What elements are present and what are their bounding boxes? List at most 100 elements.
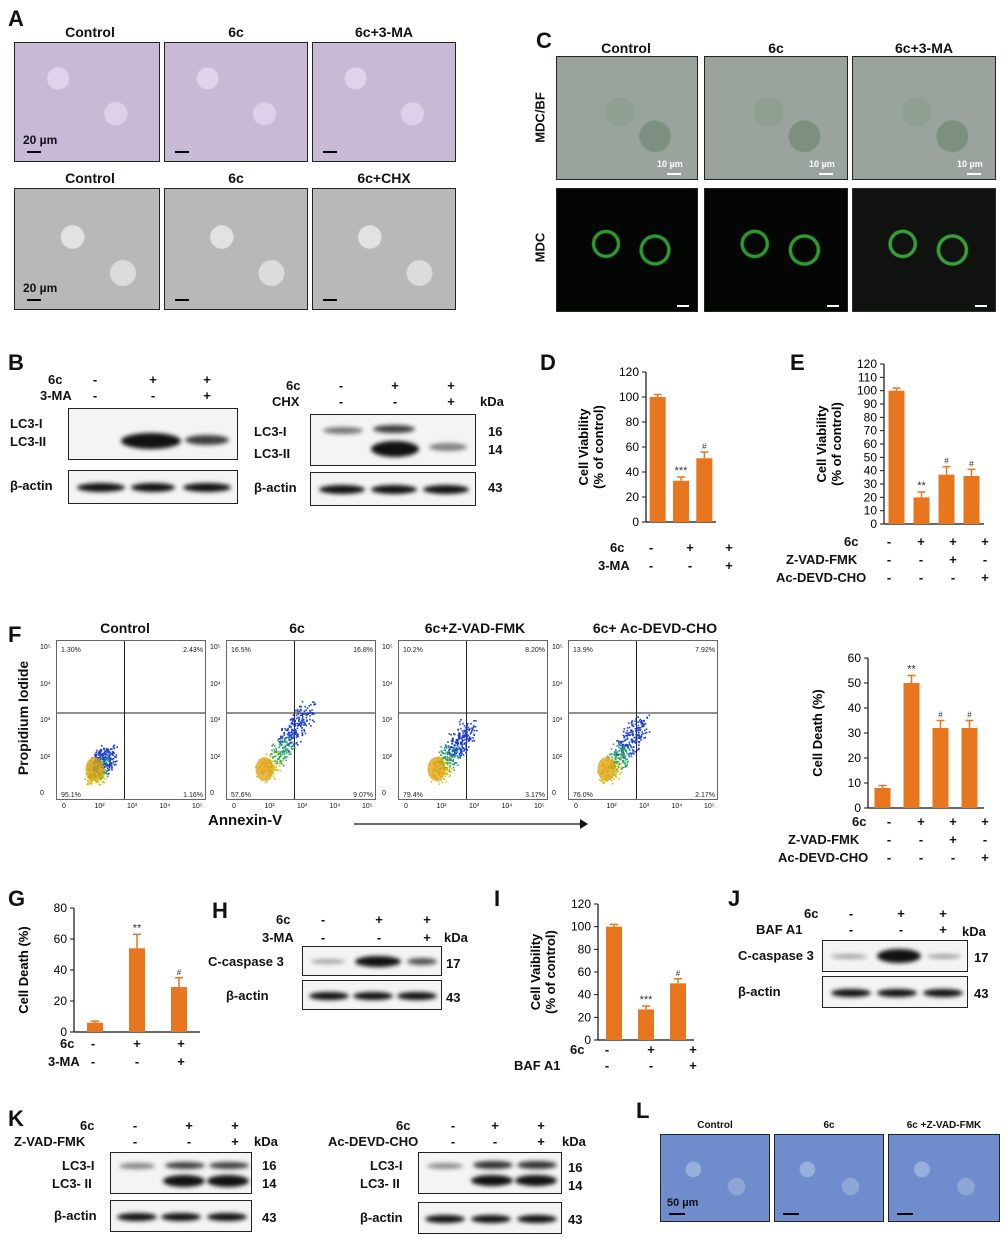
- event-dot: [84, 778, 86, 781]
- event-dot: [449, 756, 452, 759]
- event-dot: [272, 743, 274, 746]
- event-dot: [619, 748, 622, 751]
- y-tick-label: 40: [848, 701, 862, 715]
- event-dot: [457, 764, 459, 767]
- event-dot: [280, 762, 283, 765]
- event-dot: [272, 767, 275, 769]
- event-dot: [614, 761, 616, 764]
- event-dot: [621, 741, 624, 743]
- event-dot: [292, 719, 294, 721]
- event-dot: [634, 728, 637, 730]
- event-dot: [459, 747, 462, 750]
- event-dot: [616, 751, 619, 753]
- event-dot: [289, 731, 291, 734]
- event-dot: [461, 740, 464, 743]
- event-dot: [279, 769, 281, 772]
- event-dot: [284, 737, 287, 739]
- l-title-6c: 6c: [823, 1120, 835, 1131]
- b-right-band-actin: β-actin: [254, 480, 297, 495]
- event-dot: [615, 757, 617, 760]
- i-row-6c: 6c: [570, 1042, 585, 1057]
- y-tick-label: 60: [626, 440, 640, 454]
- event-dot: [103, 751, 106, 754]
- event-dot: [90, 779, 92, 782]
- event-dot: [273, 769, 276, 772]
- event-dot: [474, 725, 477, 728]
- band: [877, 949, 921, 963]
- event-dot: [444, 762, 447, 765]
- event-dot: [449, 758, 451, 761]
- event-dot: [105, 761, 108, 764]
- event-dot: [630, 753, 633, 756]
- event-dot: [103, 777, 105, 779]
- event-dot: [287, 734, 290, 736]
- band: [355, 956, 401, 967]
- event-dot: [460, 750, 463, 753]
- h-blot-actin: [302, 980, 442, 1010]
- event-dot: [476, 729, 478, 732]
- event-dot: [277, 752, 280, 755]
- sign: +: [917, 814, 925, 829]
- h-kda: kDa: [444, 930, 468, 945]
- event-dot: [621, 749, 624, 751]
- event-dot: [89, 782, 92, 784]
- event-dot: [606, 754, 609, 757]
- event-dot: [630, 755, 633, 758]
- event-dot: [107, 760, 110, 763]
- event-dot: [461, 747, 464, 750]
- j-kda-43: 43: [974, 986, 989, 1001]
- band: [473, 1161, 513, 1169]
- event-dot: [311, 719, 314, 722]
- event-dot: [447, 745, 450, 747]
- event-dot: [472, 737, 474, 739]
- band: [831, 989, 871, 997]
- event-dot: [99, 756, 101, 758]
- event-dot: [645, 731, 648, 734]
- event-dot: [618, 778, 620, 780]
- event-dot: [293, 730, 296, 733]
- event-dot: [457, 745, 460, 748]
- k-left-blot-lc3: [110, 1152, 252, 1194]
- flow-x-tick: 10²: [606, 803, 617, 810]
- event-dot: [107, 749, 110, 752]
- band: [373, 425, 415, 433]
- event-dot: [628, 726, 631, 729]
- event-dot: [625, 732, 628, 734]
- band: [119, 1163, 155, 1169]
- bar: [87, 1022, 103, 1032]
- event-dot: [278, 738, 280, 740]
- significance-label: ***: [675, 465, 689, 477]
- k-left-band-actin: β-actin: [54, 1208, 97, 1223]
- event-dot: [446, 751, 448, 754]
- event-dot: [103, 758, 105, 760]
- event-dot: [615, 754, 618, 756]
- event-dot: [618, 763, 620, 766]
- event-dot: [278, 746, 281, 749]
- event-dot: [453, 769, 456, 771]
- y-tick-label: 90: [864, 397, 878, 411]
- b-right-row-6c: 6c: [286, 378, 301, 393]
- event-dot: [611, 753, 613, 755]
- event-dot: [301, 732, 304, 735]
- event-dot: [644, 732, 647, 735]
- event-dot: [630, 739, 633, 742]
- event-dot: [299, 714, 302, 717]
- event-dot: [279, 760, 282, 763]
- population-core: [85, 757, 104, 781]
- band: [183, 483, 231, 492]
- sign: -: [132, 1118, 138, 1133]
- event-dot: [633, 736, 636, 739]
- flow-y-tick: 10⁵: [382, 644, 393, 651]
- event-dot: [278, 760, 281, 763]
- event-dot: [468, 738, 470, 740]
- event-dot: [271, 749, 273, 752]
- event-dot: [98, 754, 100, 756]
- band: [163, 1175, 205, 1187]
- event-dot: [115, 756, 118, 759]
- c-title-control: Control: [601, 40, 651, 56]
- quadrant-percent: 16.8%: [353, 647, 373, 654]
- c-scalebar: [667, 173, 681, 175]
- event-dot: [283, 764, 285, 767]
- event-dot: [438, 751, 441, 754]
- event-dot: [620, 767, 623, 770]
